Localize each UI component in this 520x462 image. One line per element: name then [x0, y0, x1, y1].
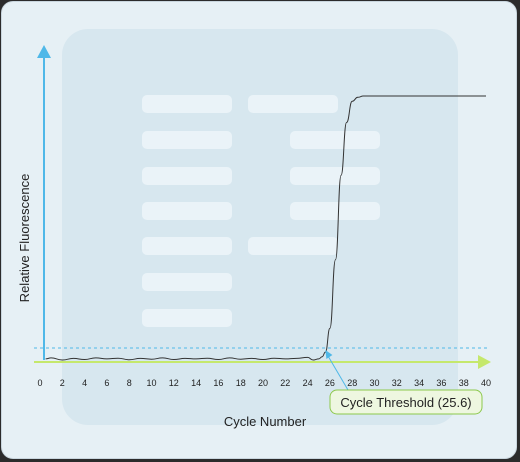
placeholder-block: [142, 202, 232, 220]
x-axis-arrow: [478, 355, 491, 369]
x-tick-label: 22: [280, 378, 290, 388]
placeholder-block: [290, 167, 380, 185]
placeholder-block: [142, 167, 232, 185]
x-tick-label: 18: [236, 378, 246, 388]
x-tick-label: 38: [459, 378, 469, 388]
x-tick-label: 30: [369, 378, 379, 388]
placeholder-block: [290, 131, 380, 149]
x-tick-label: 12: [169, 378, 179, 388]
placeholder-block: [142, 309, 232, 327]
amplification-chart: 0 2 4 6 8 10 12 14 16 18 20 22 24 26 28 30 32 34 36 38 40 Cy…: [17, 29, 491, 429]
x-tick-label: 14: [191, 378, 201, 388]
placeholder-block: [142, 131, 232, 149]
x-tick-label: 8: [127, 378, 132, 388]
placeholder-block: [248, 237, 338, 255]
x-tick-labels: 0 2 4 6 8 10 12 14 16 18 20 22 24 26 28 30 32 34 36 38 40: [37, 378, 491, 388]
x-axis-label: Cycle Number: [224, 414, 307, 429]
x-tick-label: 20: [258, 378, 268, 388]
x-tick-label: 40: [481, 378, 491, 388]
placeholder-block: [290, 202, 380, 220]
x-tick-label: 32: [392, 378, 402, 388]
x-tick-label: 36: [436, 378, 446, 388]
x-tick-label: 4: [82, 378, 87, 388]
placeholder-blocks: [142, 95, 380, 327]
x-tick-label: 34: [414, 378, 424, 388]
y-axis-label: Relative Fluorescence: [17, 174, 32, 303]
x-tick-label: 28: [347, 378, 357, 388]
x-tick-label: 6: [104, 378, 109, 388]
placeholder-block: [248, 95, 338, 113]
series-line: [45, 95, 486, 361]
x-tick-label: 10: [146, 378, 156, 388]
x-tick-label: 24: [303, 378, 313, 388]
y-axis-arrow: [37, 45, 51, 58]
x-tick-label: 0: [37, 378, 42, 388]
callout-box: [329, 389, 483, 415]
callout-text: Cycle Threshold (25.6): [340, 395, 471, 410]
x-tick-label: 16: [213, 378, 223, 388]
x-tick-label: 26: [325, 378, 335, 388]
background-panel: [62, 29, 458, 425]
x-tick-label: 2: [60, 378, 65, 388]
callout-arrow-head: [325, 350, 333, 359]
placeholder-block: [142, 273, 232, 291]
placeholder-block: [142, 95, 232, 113]
callout-arrow: [327, 354, 349, 391]
placeholder-block: [142, 237, 232, 255]
